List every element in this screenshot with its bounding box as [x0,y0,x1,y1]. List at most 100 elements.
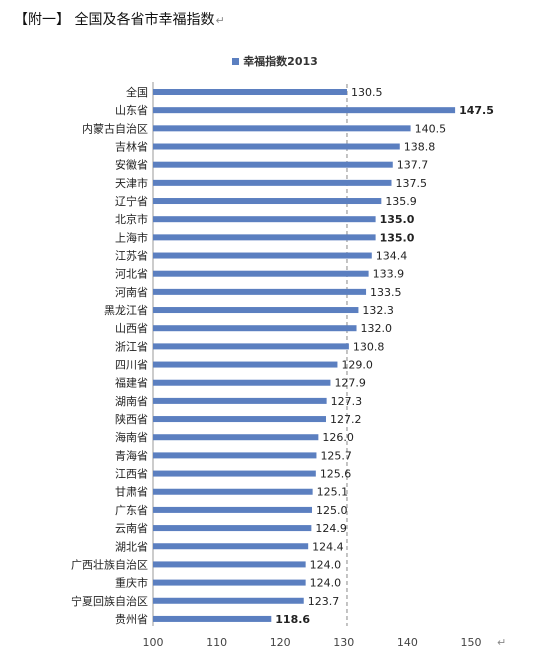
bar [153,488,313,495]
bar [153,506,312,513]
bar [153,343,349,350]
data-label: 126.0 [322,431,354,444]
data-label: 135.0 [380,231,415,244]
title-text: 全国及各省市幸福指数 [74,12,215,28]
legend-swatch [232,58,240,65]
x-tick-label: 120 [270,636,291,649]
data-label: 137.5 [396,177,428,190]
bar [153,179,392,186]
data-label: 132.3 [362,304,394,317]
bar [153,470,316,477]
category-label: 北京市 [115,212,148,226]
bar [153,325,357,332]
data-label: 133.5 [370,286,402,299]
bar [153,307,359,314]
data-label: 125.7 [320,449,352,462]
x-tick-label: 100 [143,636,164,649]
data-label: 132.0 [361,322,393,335]
title-prefix: 【附一】 [14,12,70,28]
category-label: 甘肃省 [115,486,148,499]
data-label: 125.1 [317,486,349,499]
data-label: 135.9 [385,195,417,208]
bar [153,525,312,532]
bar [153,198,382,205]
bar [153,615,272,622]
bar [153,597,304,604]
document-title: 【附一】 全国及各省市幸福指数↵ [14,9,225,29]
category-label: 福建省 [115,376,148,390]
category-label: 浙江省 [115,340,148,353]
bar [153,452,317,459]
category-label: 青海省 [115,448,148,462]
category-label: 内蒙古自治区 [82,121,148,135]
category-label: 上海市 [115,230,148,244]
bar [153,361,338,368]
bar [153,234,376,241]
category-label: 海南省 [115,430,148,444]
category-label: 湖南省 [115,395,148,408]
data-label: 130.8 [353,340,385,353]
category-label: 安徽省 [115,158,148,172]
bar [153,89,347,95]
data-label: 135.0 [380,213,415,226]
x-tick-label: 140 [397,636,418,649]
data-label: 123.7 [308,595,340,608]
category-label: 天津市 [115,176,148,190]
bar [153,125,411,132]
data-label: 124.9 [315,522,347,535]
x-tick-label: 130 [333,636,354,649]
paragraph-mark: ↵ [215,14,225,27]
bar [153,216,376,223]
bar [153,379,331,386]
data-label: 133.9 [373,268,405,281]
data-label: 147.5 [459,104,494,117]
data-label: 124.4 [312,540,344,553]
data-label: 138.8 [404,141,436,154]
bar [153,579,306,586]
category-label: 贵州省 [115,613,148,626]
legend-label: 幸福指数2013 [243,55,318,68]
category-label: 江西省 [115,468,148,481]
category-label: 湖北省 [115,540,148,553]
data-label: 125.0 [316,504,348,517]
data-label: 130.5 [351,86,383,99]
bar [153,434,319,441]
data-label: 125.6 [320,468,352,481]
bar [153,161,393,168]
category-label: 广东省 [115,504,148,517]
category-label: 陕西省 [115,412,148,426]
category-label: 广西壮族自治区 [71,557,148,571]
category-label: 云南省 [115,522,148,535]
bar [153,252,372,259]
bar [153,107,456,114]
category-label: 吉林省 [115,140,148,154]
category-label: 河南省 [115,286,148,299]
category-label: 重庆市 [115,576,148,590]
data-label: 134.4 [376,250,408,263]
bar [153,270,369,277]
bar [153,561,306,568]
paragraph-mark-end: ↵ [497,636,507,649]
category-label: 河北省 [115,268,148,281]
data-label: 129.0 [341,359,373,372]
bar [153,397,327,404]
data-label: 118.6 [275,613,310,626]
category-label: 山西省 [115,322,148,335]
category-label: 山东省 [115,104,148,117]
bar [153,143,400,150]
x-tick-label: 150 [461,636,482,649]
x-tick-label: 110 [206,636,227,649]
category-label: 辽宁省 [115,194,148,208]
data-label: 140.5 [415,122,447,135]
category-label: 全国 [126,85,148,99]
bar [153,543,309,550]
category-label: 江苏省 [115,250,148,263]
bar [153,416,326,423]
category-label: 宁夏回族自治区 [71,594,148,608]
category-label: 四川省 [115,359,148,372]
data-label: 124.0 [310,577,342,590]
data-label: 137.7 [397,159,429,172]
bar [153,288,367,295]
category-label: 黑龙江省 [104,304,148,317]
